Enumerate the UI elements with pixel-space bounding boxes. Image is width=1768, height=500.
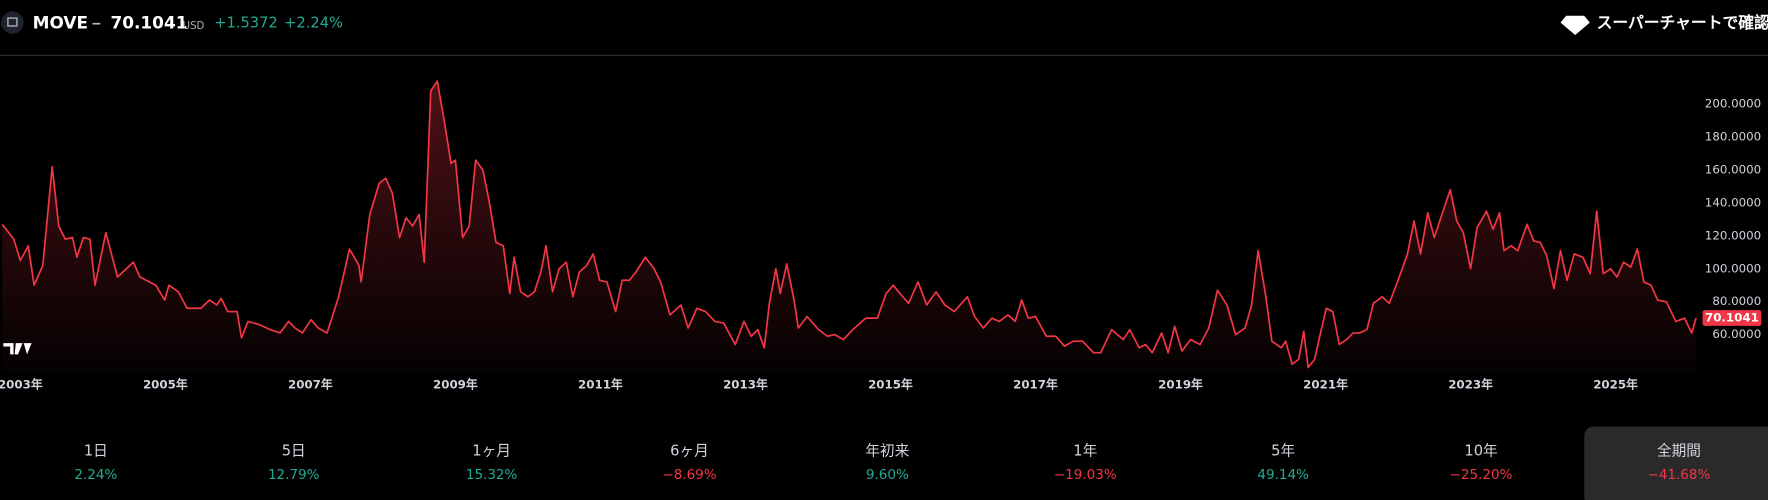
period-value: 9.60% — [866, 467, 909, 483]
x-tick-label: 2021年 — [1303, 377, 1348, 391]
currency: USD — [183, 21, 205, 32]
x-tick-label: 2023年 — [1448, 377, 1493, 391]
period-label: 1日 — [84, 442, 108, 459]
period-label: 1年 — [1073, 442, 1097, 459]
change: +1.5372 — [214, 15, 278, 32]
price-tag-label: 70.1041 — [1705, 310, 1759, 324]
logo[interactable] — [3, 343, 32, 355]
period-value: −41.68% — [1648, 467, 1711, 483]
x-tick-label: 2005年 — [143, 377, 188, 391]
header: MOVE 70.1041 USD +1.5372 +2.24% スーパーチャート… — [0, 11, 1768, 56]
period-label: 1ヶ月 — [472, 442, 511, 459]
price: 70.1041 — [111, 13, 188, 33]
icon-glyph — [7, 17, 18, 27]
change-percent: +2.24% — [284, 15, 343, 32]
x-tick-label: 2009年 — [433, 377, 478, 391]
y-tick-label: 60.0000 — [1712, 327, 1761, 341]
selected-period[interactable] — [1584, 426, 1768, 500]
diamond-icon[interactable] — [1560, 15, 1590, 35]
y-tick-label: 160.0000 — [1705, 163, 1761, 177]
area — [2, 81, 1697, 373]
price-tag — [1702, 310, 1762, 326]
period-value: 2.24% — [74, 467, 117, 483]
period-value: 49.14% — [1257, 467, 1309, 483]
x-tick-label: 2011年 — [578, 377, 623, 391]
y-tick-label: 100.0000 — [1705, 261, 1761, 275]
x-tick-label: 2013年 — [723, 377, 768, 391]
period-value: 12.79% — [268, 467, 320, 483]
y-tick-label: 140.0000 — [1705, 195, 1761, 209]
x-tick-label: 2003年 — [0, 377, 43, 391]
period-value: −8.69% — [662, 467, 716, 483]
symbol-icon[interactable] — [1, 11, 24, 34]
supercharts-link[interactable]: スーパーチャートで確認 — [1597, 13, 1768, 32]
x-tick-label: 2015年 — [868, 377, 913, 391]
period-label: 全期間 — [1657, 441, 1701, 459]
period-label: 5年 — [1271, 442, 1295, 459]
period-label: 10年 — [1464, 442, 1497, 459]
period-value: −19.03% — [1054, 467, 1117, 483]
period-value: 15.32% — [466, 467, 518, 483]
y-tick-label: 80.0000 — [1712, 294, 1761, 308]
x-tick-label: 2025年 — [1593, 377, 1638, 391]
y-tick-label: 200.0000 — [1705, 97, 1761, 111]
x-tick-label: 2019年 — [1158, 377, 1203, 391]
performance-bar: 1日 2.24% 5日 12.79% 1ヶ月 15.32% 6ヶ月 −8.69% 年初来 9.60… — [74, 426, 1768, 500]
period-label: 5日 — [282, 442, 306, 459]
y-tick-label: 180.0000 — [1705, 130, 1761, 144]
period-value: −25.20% — [1450, 467, 1513, 483]
period-label: 6ヶ月 — [670, 442, 709, 459]
plot: 60.0000 80.0000 100.0000 120.0000 140.0000 16… — [0, 80, 1762, 391]
tv-logo — [3, 343, 32, 355]
y-tick-label: 120.0000 — [1705, 228, 1761, 242]
line — [1, 80, 1697, 369]
x-tick-label: 2007年 — [288, 377, 333, 391]
x-tick-label: 2017年 — [1013, 377, 1058, 391]
symbol: MOVE — [33, 13, 88, 33]
period-label: 年初来 — [865, 442, 909, 459]
